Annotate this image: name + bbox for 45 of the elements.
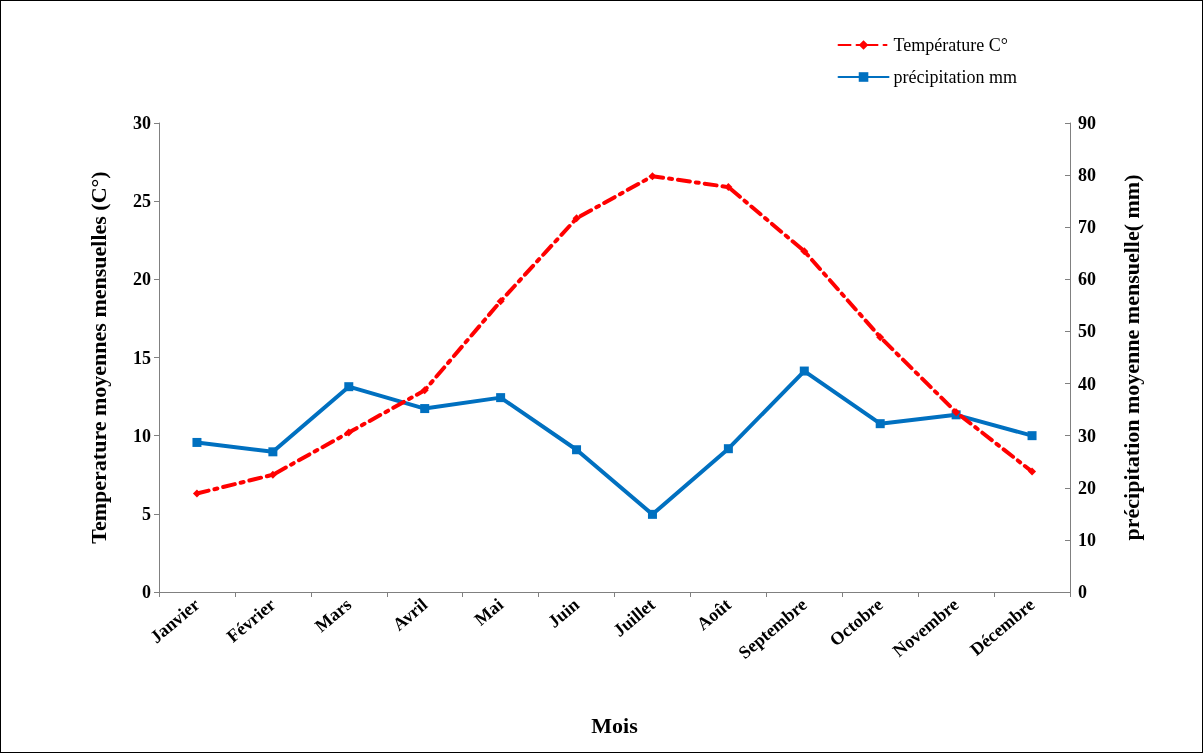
point [420,404,430,414]
legend-label: Température C° [893,35,1008,55]
y2-tick-label: 0 [1078,582,1087,602]
point [192,437,202,447]
point [724,183,733,192]
point [647,509,657,519]
point [192,489,201,498]
point [496,393,506,403]
y2-tick-label: 60 [1078,269,1096,290]
point [572,445,582,455]
y-tick-label: 10 [133,425,151,446]
y2-tick-label: 30 [1078,425,1096,446]
point [344,382,354,392]
y2-tick-label: 50 [1078,321,1096,342]
y-tick-label: 15 [133,347,151,368]
y2-tick-label: 10 [1078,529,1096,550]
y2-axis-title: précipitation moyenne mensuelle( mm) [1118,174,1144,541]
y-tick-label: 5 [142,503,151,524]
point [1027,431,1037,441]
y-axis-title: Temperature moyennes mensuelles (C°) [85,171,111,544]
x-tick-label: Juin [544,594,583,632]
point [875,419,885,429]
y2-tick-label: 90 [1078,113,1096,133]
point [572,214,581,223]
point [268,447,278,457]
y-tick-label: 25 [133,191,151,212]
point [344,428,353,437]
y-tick-label: 30 [133,113,151,133]
y2-tick-label: 70 [1078,217,1096,238]
point [799,366,809,376]
y-tick-label: 20 [133,269,151,290]
point [268,470,277,479]
point [496,297,505,306]
y2-tick-label: 20 [1078,477,1096,498]
point [1028,467,1037,476]
legend-label: précipitation mm [893,67,1017,87]
y2-tick-label: 80 [1078,165,1096,186]
point [876,333,885,342]
point [420,386,429,395]
y2-tick-label: 40 [1078,373,1096,394]
x-tick-label: Mai [470,594,508,630]
x-axis-title: Mois [591,712,639,738]
point [800,247,809,256]
point [723,444,733,454]
y-tick-label: 0 [142,582,151,602]
